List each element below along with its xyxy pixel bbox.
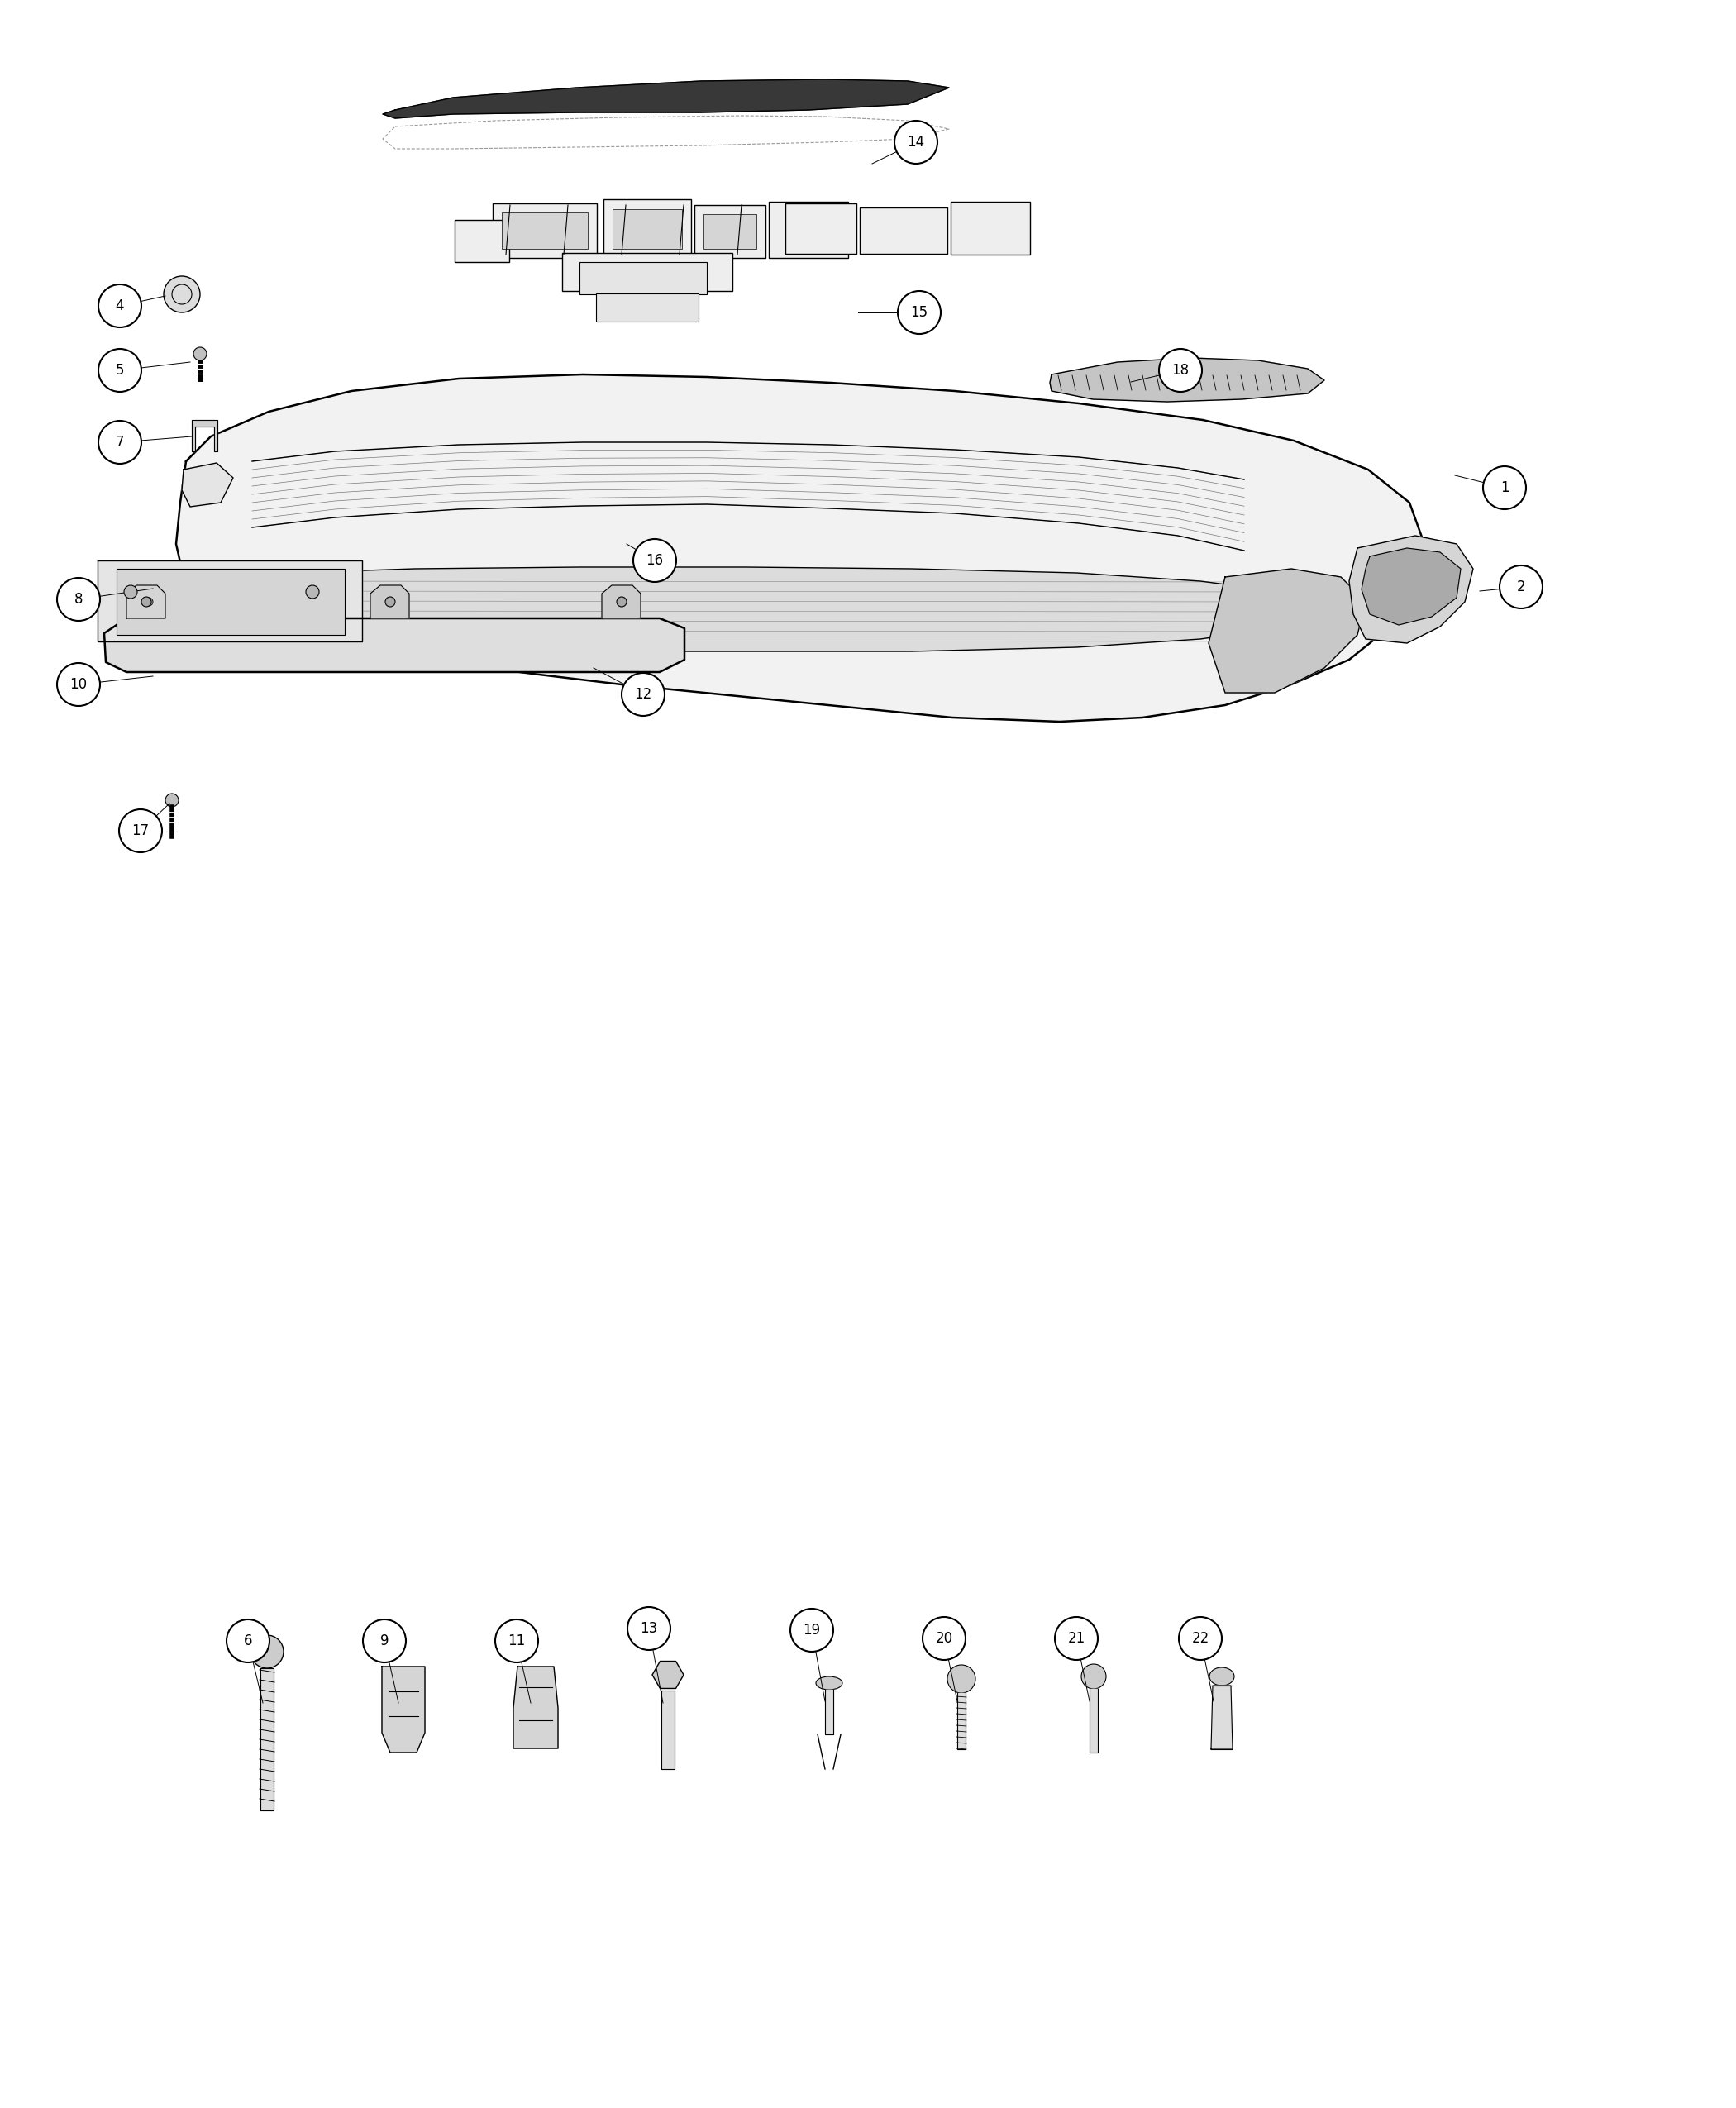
Text: 16: 16 — [646, 552, 663, 567]
Circle shape — [616, 597, 627, 607]
Circle shape — [385, 597, 396, 607]
Text: 13: 13 — [641, 1621, 658, 1636]
Circle shape — [948, 1665, 976, 1693]
Polygon shape — [231, 567, 1286, 651]
Circle shape — [634, 540, 677, 582]
FancyBboxPatch shape — [785, 202, 856, 253]
Text: 2: 2 — [1517, 580, 1526, 594]
Circle shape — [1483, 466, 1526, 510]
FancyBboxPatch shape — [613, 209, 682, 249]
Circle shape — [922, 1617, 965, 1659]
Circle shape — [894, 120, 937, 164]
FancyBboxPatch shape — [595, 293, 698, 323]
Circle shape — [1055, 1617, 1097, 1659]
Polygon shape — [191, 419, 217, 451]
Circle shape — [163, 276, 200, 312]
Circle shape — [141, 597, 151, 607]
Polygon shape — [825, 1691, 833, 1735]
Circle shape — [363, 1619, 406, 1663]
Polygon shape — [661, 1691, 675, 1769]
FancyBboxPatch shape — [769, 202, 849, 257]
Polygon shape — [1212, 1686, 1233, 1750]
Text: 1: 1 — [1500, 481, 1509, 495]
FancyBboxPatch shape — [562, 253, 733, 291]
Circle shape — [193, 348, 207, 360]
Text: 14: 14 — [908, 135, 925, 150]
Circle shape — [57, 664, 101, 706]
Circle shape — [621, 672, 665, 717]
Circle shape — [627, 1606, 670, 1651]
Circle shape — [144, 599, 153, 605]
Text: 11: 11 — [509, 1634, 526, 1648]
FancyBboxPatch shape — [455, 219, 509, 261]
FancyBboxPatch shape — [580, 261, 707, 295]
Circle shape — [898, 291, 941, 333]
Circle shape — [99, 348, 141, 392]
Polygon shape — [1208, 569, 1366, 694]
Polygon shape — [175, 375, 1424, 721]
Text: 20: 20 — [936, 1632, 953, 1646]
Text: 8: 8 — [75, 592, 83, 607]
Polygon shape — [653, 1661, 684, 1689]
Polygon shape — [260, 1667, 274, 1811]
Text: 6: 6 — [243, 1634, 252, 1648]
Circle shape — [306, 586, 319, 599]
Text: 7: 7 — [116, 434, 125, 449]
Text: 9: 9 — [380, 1634, 389, 1648]
Polygon shape — [97, 561, 363, 641]
FancyBboxPatch shape — [694, 204, 766, 257]
Circle shape — [495, 1619, 538, 1663]
Polygon shape — [957, 1693, 965, 1750]
Polygon shape — [104, 618, 684, 672]
Polygon shape — [127, 586, 165, 618]
FancyBboxPatch shape — [502, 213, 589, 249]
Text: 22: 22 — [1191, 1632, 1208, 1646]
Circle shape — [99, 285, 141, 327]
Circle shape — [99, 422, 141, 464]
Text: 5: 5 — [116, 363, 125, 377]
Polygon shape — [514, 1667, 557, 1748]
FancyBboxPatch shape — [951, 202, 1029, 255]
Circle shape — [1082, 1663, 1106, 1689]
Polygon shape — [1349, 535, 1474, 643]
Polygon shape — [1050, 358, 1325, 403]
Polygon shape — [370, 586, 410, 618]
Polygon shape — [382, 80, 950, 118]
FancyBboxPatch shape — [116, 569, 345, 635]
Polygon shape — [182, 464, 233, 506]
Circle shape — [226, 1619, 269, 1663]
Polygon shape — [382, 1667, 425, 1752]
FancyBboxPatch shape — [703, 215, 757, 249]
Ellipse shape — [1210, 1667, 1234, 1686]
Text: 12: 12 — [634, 687, 653, 702]
Text: 4: 4 — [116, 299, 125, 314]
Polygon shape — [602, 586, 641, 618]
Text: 17: 17 — [132, 824, 149, 839]
Text: 18: 18 — [1172, 363, 1189, 377]
Polygon shape — [1361, 548, 1460, 624]
FancyBboxPatch shape — [493, 202, 597, 257]
Polygon shape — [1090, 1689, 1097, 1752]
Circle shape — [1179, 1617, 1222, 1659]
Circle shape — [1160, 348, 1201, 392]
Text: 21: 21 — [1068, 1632, 1085, 1646]
FancyBboxPatch shape — [604, 200, 691, 257]
Ellipse shape — [816, 1676, 842, 1691]
Text: 19: 19 — [804, 1623, 821, 1638]
Circle shape — [1500, 565, 1543, 609]
Text: 10: 10 — [69, 677, 87, 691]
Circle shape — [123, 586, 137, 599]
Circle shape — [120, 809, 161, 852]
Circle shape — [250, 1636, 283, 1667]
Text: 15: 15 — [910, 306, 929, 320]
FancyBboxPatch shape — [859, 207, 948, 253]
Circle shape — [57, 578, 101, 622]
Circle shape — [165, 793, 179, 807]
Circle shape — [790, 1608, 833, 1653]
